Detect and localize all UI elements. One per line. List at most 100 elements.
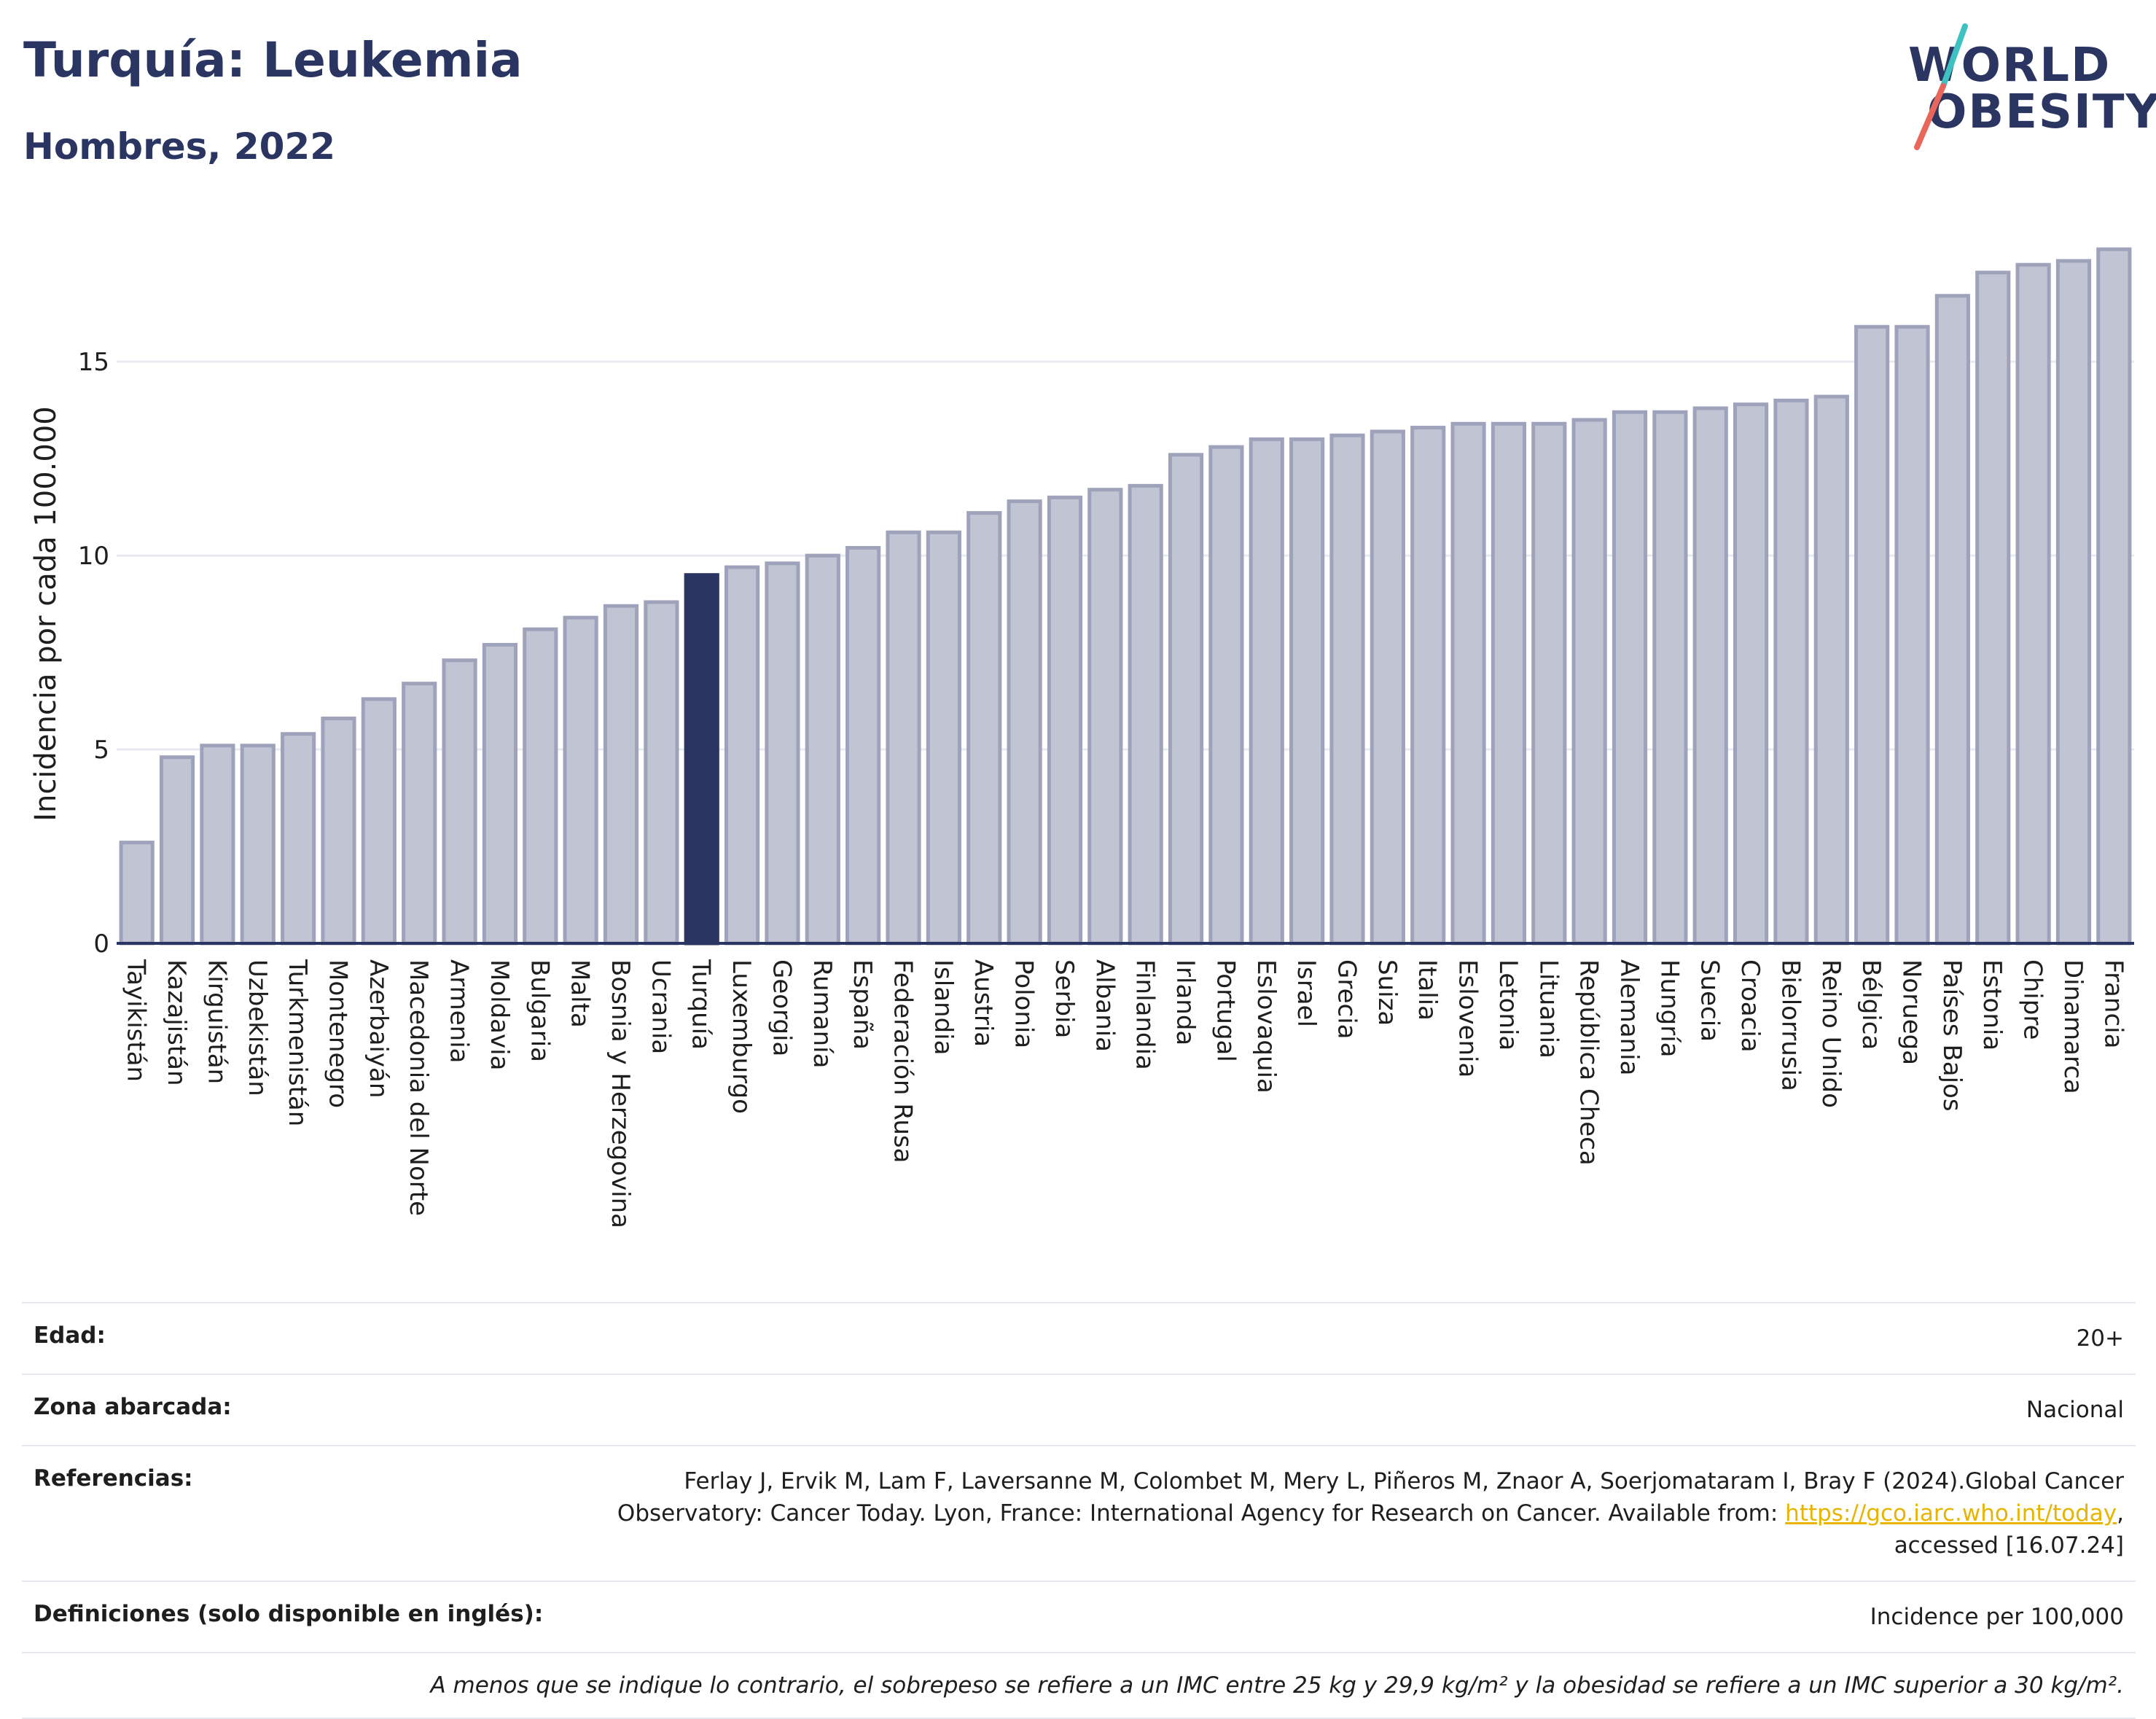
- x-tick-label: Albania: [1090, 959, 1119, 1052]
- x-tick-label: Kazajistán: [162, 959, 191, 1086]
- bar: [1813, 394, 1849, 946]
- y-tick-label: 10: [78, 542, 109, 571]
- x-tick-label: Noruega: [1897, 959, 1926, 1065]
- bar: [1854, 324, 1890, 946]
- bar: [1329, 433, 1365, 946]
- bar: [1249, 437, 1284, 946]
- x-tick-label: Dinamarca: [2058, 959, 2087, 1094]
- x-tick-label: Francia: [2098, 959, 2128, 1048]
- x-tick-label: Serbia: [1050, 959, 1079, 1038]
- y-axis-label: Incidencia por cada 100.000: [29, 406, 63, 822]
- bar: [523, 627, 558, 946]
- y-axis: 0 5 10 15: [78, 348, 109, 959]
- bar: [1692, 406, 1728, 946]
- bar: [1128, 483, 1163, 946]
- x-tick-label: Bielorrusia: [1776, 959, 1805, 1091]
- x-tick-label: Montenegro: [323, 959, 352, 1108]
- page-title: Turquía: Leukemia: [23, 32, 523, 88]
- bar: [402, 682, 437, 946]
- bar: [442, 658, 477, 946]
- bar: [1289, 437, 1325, 946]
- x-tick-label: Letonia: [1493, 959, 1523, 1050]
- x-tick-label: Uzbekistán: [243, 959, 272, 1096]
- metadata-table: Edad: 20+ Zona abarcada: Nacional Refere…: [22, 1302, 2136, 1719]
- x-tick-label: Kirguistán: [202, 959, 231, 1084]
- bar: [1370, 429, 1405, 946]
- references-text-3: ,: [2117, 1500, 2124, 1527]
- bars: [119, 247, 2132, 946]
- bar: [2096, 247, 2132, 946]
- world-obesity-logo: WORLD OBESITY: [1895, 22, 2156, 160]
- x-tick-label: Alemania: [1614, 959, 1644, 1075]
- bar: [321, 717, 356, 946]
- bar: [563, 615, 598, 946]
- x-tick-label: Macedonia del Norte: [404, 959, 433, 1216]
- bar: [644, 600, 679, 946]
- logo-line-2: OBESITY: [1927, 85, 2156, 139]
- x-tick-label: Bosnia y Herzegovina: [606, 959, 635, 1228]
- area-label: Zona abarcada:: [34, 1394, 232, 1420]
- x-tick-label: Suiza: [1372, 959, 1402, 1026]
- y-tick-label: 5: [93, 736, 109, 765]
- x-tick-label: Tayikistán: [122, 959, 151, 1082]
- bar: [1208, 445, 1244, 946]
- bar: [603, 604, 639, 946]
- bar: [1087, 488, 1123, 946]
- bar: [240, 744, 276, 946]
- logo-line-1: WORLD: [1908, 39, 2112, 93]
- references-link[interactable]: https://gco.iarc.who.int/today: [1785, 1500, 2117, 1527]
- bar: [886, 530, 921, 946]
- references-text-1: Ferlay J, Ervik M, Lam F, Laversanne M, …: [684, 1468, 2124, 1494]
- x-tick-label: Eslovaquia: [1251, 959, 1281, 1094]
- x-tick-label: Irlanda: [1171, 959, 1200, 1045]
- x-tick-label: Moldavia: [485, 959, 514, 1070]
- bar: [361, 697, 397, 946]
- definitions-value: Incidence per 100,000: [1870, 1604, 2124, 1630]
- bar: [1652, 410, 1688, 946]
- bar: [2015, 262, 2051, 946]
- bar: [1733, 402, 1769, 946]
- x-tick-label: Bélgica: [1856, 959, 1886, 1050]
- bar: [1531, 421, 1567, 946]
- x-tick-label: España: [848, 959, 877, 1050]
- references-value: Ferlay J, Ervik M, Lam F, Laversanne M, …: [568, 1446, 2136, 1581]
- bar: [926, 530, 961, 946]
- bar: [1007, 499, 1042, 946]
- x-tick-label: Suecia: [1695, 959, 1725, 1042]
- bar: [1934, 294, 1970, 946]
- logo-slash-icon: [1914, 23, 1968, 150]
- bar-chart: 0 5 10 15 Tayikistán Kazajistán Kirguistán Uzb…: [29, 247, 2134, 1228]
- page-subtitle: Hombres, 2022: [23, 125, 335, 168]
- bar: [1975, 270, 2011, 946]
- x-tick-label: Lituania: [1534, 959, 1563, 1059]
- bar: [1450, 421, 1486, 946]
- bar: [1491, 421, 1527, 946]
- bar: [765, 561, 800, 946]
- bar: [482, 642, 518, 946]
- x-tick-label: Portugal: [1211, 959, 1240, 1062]
- bar: [1168, 453, 1204, 946]
- bar: [1410, 426, 1446, 946]
- x-tick-label: Estonia: [1977, 959, 2007, 1050]
- x-tick-label: Austria: [969, 959, 998, 1047]
- obesity-definition-note: A menos que se indique lo contrario, el …: [430, 1672, 2124, 1699]
- area-value: Nacional: [2026, 1397, 2124, 1423]
- bar: [1571, 418, 1607, 946]
- x-tick-label: Finlandia: [1130, 959, 1160, 1070]
- bar-highlighted: [684, 573, 719, 946]
- x-tick-label: Luxemburgo: [727, 959, 756, 1114]
- x-tick-label: Georgia: [767, 959, 796, 1056]
- y-tick-label: 15: [78, 348, 109, 377]
- age-row: Edad: 20+: [22, 1303, 2136, 1374]
- x-tick-label: Turkmenistán: [283, 959, 312, 1126]
- bar: [1894, 324, 1930, 946]
- bar: [724, 565, 760, 946]
- x-tick-label: Turquía: [687, 959, 716, 1050]
- x-tick-label: Reino Unido: [1816, 959, 1846, 1108]
- x-tick-label: Islandia: [929, 959, 958, 1055]
- x-tick-label: Bulgaria: [525, 959, 554, 1062]
- references-row: Referencias: Ferlay J, Ervik M, Lam F, L…: [22, 1446, 2136, 1581]
- x-tick-label: Chipre: [2018, 959, 2047, 1040]
- bar: [805, 553, 840, 946]
- x-tick-label: Polonia: [1009, 959, 1039, 1048]
